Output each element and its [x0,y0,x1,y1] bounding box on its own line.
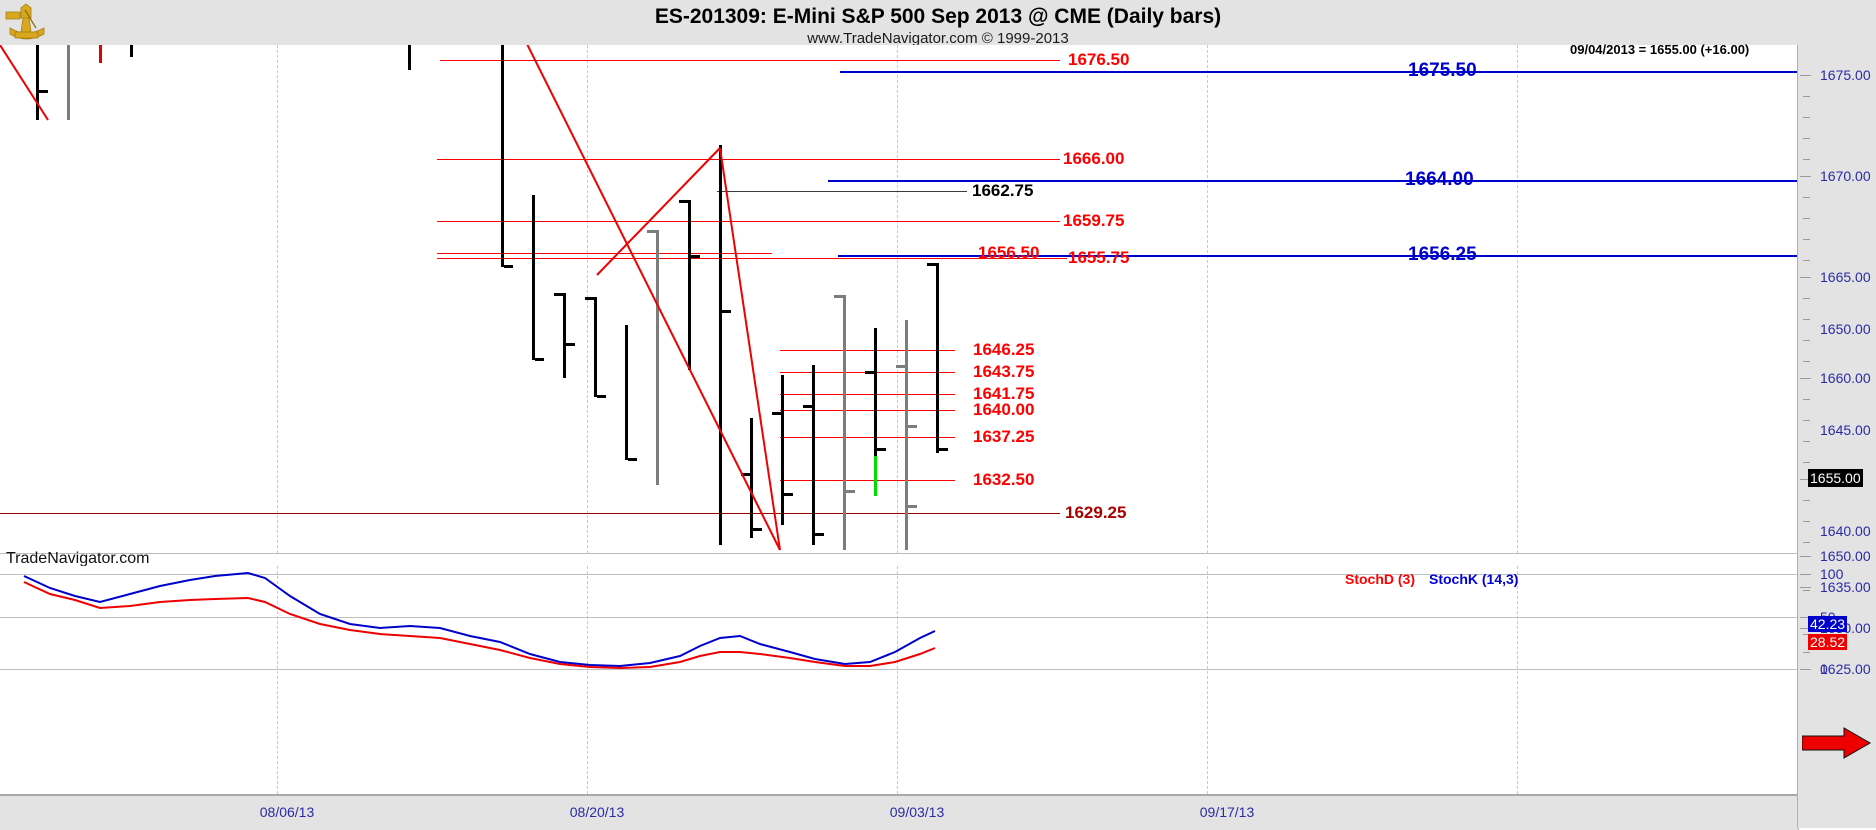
header-band [0,0,1876,45]
axis-tick [1803,340,1810,341]
level-line-1632-50 [780,480,955,481]
level-line-1646-25 [780,350,955,351]
stoch-gridline-50 [0,617,1798,618]
level-label-1655-75: 1655.75 [1068,248,1130,267]
axis-tick [1803,96,1810,97]
price-axis-lower[interactable]: 1650.00 [1797,548,1876,794]
grid-line [1207,45,1208,553]
axis-tick [1803,159,1810,160]
price-axis-gap [1797,553,1876,566]
price-chart-pane[interactable] [0,45,1799,553]
axis-tick [1803,138,1810,139]
axis-tick [1803,500,1810,501]
axis-tick [1803,298,1810,299]
date-axis-label: 08/06/13 [259,804,315,820]
level-label-1643-75: 1643.75 [973,362,1035,381]
level-line-1629-25 [0,513,1060,514]
price-axis-label: 1675.00 [1820,67,1871,83]
level-line-1659-75 [437,221,1060,222]
date-axis-label: 08/20/13 [569,804,625,820]
level-label-1656-25: 1656.25 [1408,244,1477,265]
level-label-1666-00: 1666.00 [1063,149,1125,168]
price-axis-label: 1670.00 [1820,168,1871,184]
axis-tick [1803,361,1810,362]
grid-line [897,45,898,553]
axis-tick [1800,277,1811,278]
level-line-1676-50 [440,60,1060,61]
level-label-1646-25: 1646.25 [973,340,1035,359]
level-line-1662-75 [717,191,967,192]
axis-tick [1803,218,1810,219]
level-line-1666-00 [437,159,1060,160]
axis-tick [1800,378,1811,379]
level-label-1675-50: 1675.50 [1408,60,1477,81]
level-label-1637-25: 1637.25 [973,427,1035,446]
price-axis-label: 1660.00 [1820,370,1871,386]
stochastic-lines [23,571,936,670]
date-axis-label: 09/03/13 [889,804,945,820]
quote-readout: 09/04/2013 = 1655.00 (+16.00) [1570,42,1750,57]
axis-tick [1800,176,1811,177]
grid-line [587,566,588,794]
axis-tick [1803,441,1810,442]
grid-line [277,566,278,794]
grid-line [1517,566,1518,794]
axis-tick [1803,521,1810,522]
level-label-1664-00: 1664.00 [1405,169,1474,190]
legend-stoch-k: StochK (14,3) [1429,571,1519,587]
level-label-1629-25: 1629.25 [1065,503,1127,522]
grid-line [277,45,278,553]
level-line-1641-75 [780,394,955,395]
chart-subtitle: www.TradeNavigator.com © 1999-2013 [807,30,1069,47]
legend-stoch-d: StochD (3) [1345,571,1415,587]
date-axis-label: 09/17/13 [1199,804,1255,820]
axis-tick [1803,319,1810,320]
axis-tick [1803,197,1810,198]
grid-line [897,566,898,794]
level-line-1664-00 [828,180,1798,182]
axis-tick [1803,260,1810,261]
date-axis[interactable]: 08/06/13 08/20/13 09/03/13 09/17/13 [0,794,1799,830]
sextant-logo [5,3,45,40]
axis-tick [1803,420,1810,421]
price-axis[interactable]: 1675.00 1670.00 1665.00 1660.00 1655.00 [1797,45,1876,553]
level-label-1656-50: 1656.50 [978,243,1040,262]
level-label-1641-75: 1641.75 [973,384,1035,403]
axis-tick [1800,479,1811,480]
axis-tick [1803,542,1810,543]
axis-corner [1797,794,1876,828]
chart-title: ES-201309: E-Mini S&P 500 Sep 2013 @ CME… [654,5,1222,28]
axis-tick [1800,556,1811,557]
stoch-gridline-100 [0,574,1798,575]
level-label-1640-00: 1640.00 [973,400,1035,419]
level-label-1659-75: 1659.75 [1063,211,1125,230]
level-label-1662-75: 1662.75 [972,181,1034,200]
stochastic-pane[interactable]: StochD (3) StochK (14,3) [0,566,1799,794]
stochastic-legend: StochD (3) StochK (14,3) [1345,571,1518,587]
axis-tick [1803,399,1810,400]
axis-tick [1803,462,1810,463]
price-axis-label: 1665.00 [1820,269,1871,285]
trendline-overlay [0,45,781,551]
price-axis-label-current: 1655.00 [1808,469,1863,487]
grid-line [1517,45,1518,553]
axis-tick [1803,239,1810,240]
stoch-gridline-0 [0,669,1798,670]
axis-tick [1803,117,1810,118]
level-line-1640-00 [780,410,955,411]
price-axis-label: 1650.00 [1820,548,1871,564]
level-label-1632-50: 1632.50 [973,470,1035,489]
axis-tick [1800,75,1811,76]
watermark-label: TradeNavigator.com [6,550,150,567]
grid-line [1207,566,1208,794]
level-line-1675-50 [840,71,1798,73]
level-line-1656-25 [838,255,1798,257]
level-label-1676-50: 1676.50 [1068,50,1130,69]
level-line-1637-25 [780,437,955,438]
